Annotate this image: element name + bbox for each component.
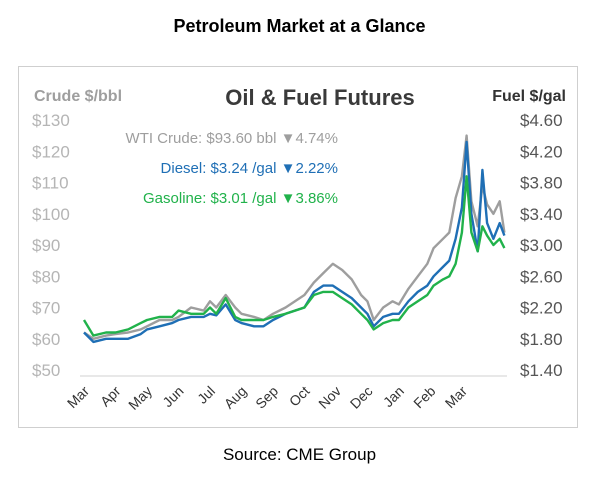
month-tick-label: Aug bbox=[221, 383, 250, 412]
month-tick-label: Jun bbox=[159, 383, 186, 410]
source-note: Source: CME Group bbox=[222, 445, 377, 464]
month-tick-label: Mar bbox=[442, 383, 471, 412]
left-tick-label: $70 bbox=[32, 299, 60, 318]
left-tick-label: $90 bbox=[32, 236, 60, 255]
legend-entry: Gasoline: $3.01 /gal ▼3.86% bbox=[143, 190, 338, 207]
month-tick-label: Sep bbox=[252, 383, 281, 412]
month-tick-label: May bbox=[125, 383, 155, 413]
month-tick-label: Dec bbox=[347, 383, 376, 412]
series-line-diesel bbox=[83, 140, 506, 344]
series-line-wti-crude bbox=[83, 134, 506, 340]
right-axis-label: Fuel $/gal bbox=[492, 88, 566, 105]
legend-entry: WTI Crude: $93.60 bbl ▼4.74% bbox=[126, 130, 338, 147]
chart-title: Oil & Fuel Futures bbox=[225, 85, 414, 110]
legend-value: WTI Crude: $93.60 bbl bbox=[126, 130, 281, 147]
right-axis-ticks: $1.40 $1.80 $2.20 $2.60 $3.00 $3.40 $3.80 $4.20… bbox=[520, 111, 563, 380]
left-axis-ticks: $50 $60 $70 $80 $90 $100 $110 $120 $130 bbox=[32, 111, 70, 380]
series-line-gasoline bbox=[82, 175, 506, 337]
left-tick-label: $60 bbox=[32, 330, 60, 349]
month-tick-label: Apr bbox=[97, 383, 124, 410]
right-tick-label: $2.60 bbox=[520, 267, 563, 286]
left-axis-label: Crude $/bbl bbox=[34, 88, 122, 105]
left-tick-label: $100 bbox=[32, 205, 70, 224]
month-tick-label: Mar bbox=[64, 383, 93, 412]
series-lines bbox=[82, 134, 506, 344]
left-tick-label: $110 bbox=[32, 174, 69, 193]
right-tick-label: $3.80 bbox=[520, 174, 563, 193]
chart-frame bbox=[18, 66, 578, 428]
right-tick-label: $1.80 bbox=[520, 330, 563, 349]
x-axis-month-labels: Mar Apr May Jun Jul Aug Sep Oct Nov Dec Jan Feb Mar bbox=[64, 383, 471, 413]
legend-change: ▼3.86% bbox=[281, 190, 338, 207]
left-tick-label: $50 bbox=[32, 361, 60, 380]
legend-change: ▼4.74% bbox=[281, 130, 338, 147]
right-tick-label: $4.60 bbox=[520, 111, 563, 130]
month-tick-label: Jul bbox=[194, 383, 218, 407]
legend-value: Gasoline: $3.01 /gal bbox=[143, 190, 281, 207]
legend-value: Diesel: $3.24 /gal bbox=[161, 160, 281, 177]
month-tick-label: Nov bbox=[315, 383, 344, 412]
right-tick-label: $2.20 bbox=[520, 299, 563, 318]
left-tick-label: $80 bbox=[32, 267, 60, 286]
left-tick-label: $130 bbox=[32, 111, 70, 130]
legend: WTI Crude: $93.60 bbl ▼4.74%Diesel: $3.2… bbox=[126, 130, 338, 207]
legend-entry: Diesel: $3.24 /gal ▼2.22% bbox=[161, 160, 338, 177]
legend-change: ▼2.22% bbox=[281, 160, 338, 177]
left-tick-label: $120 bbox=[32, 142, 70, 161]
month-tick-label: Oct bbox=[286, 383, 313, 410]
right-tick-label: $1.40 bbox=[520, 361, 563, 380]
right-tick-label: $3.40 bbox=[520, 205, 563, 224]
month-tick-label: Jan bbox=[380, 383, 407, 410]
month-tick-label: Feb bbox=[410, 383, 439, 412]
page-title: Petroleum Market at a Glance bbox=[173, 16, 426, 36]
right-tick-label: $4.20 bbox=[520, 142, 563, 161]
right-tick-label: $3.00 bbox=[520, 236, 563, 255]
